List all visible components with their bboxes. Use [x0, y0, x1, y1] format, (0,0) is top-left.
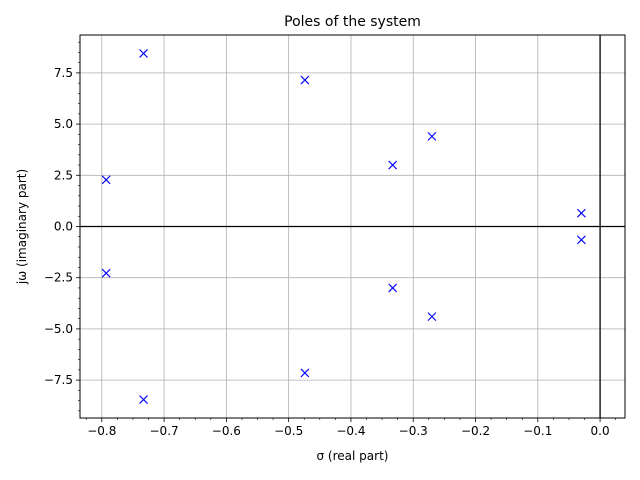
pole-marker [300, 75, 310, 85]
pole-marker-stroke [577, 235, 586, 245]
x-tick-label: −0.6 [212, 424, 241, 438]
pole-marker [139, 395, 148, 404]
y-axis-label: jω (imaginary part) [15, 169, 29, 285]
pole-marker [388, 160, 398, 170]
pole-marker [427, 131, 437, 141]
pole-marker-stroke [427, 131, 437, 141]
pole-markers [101, 49, 586, 404]
x-tick-label: −0.2 [461, 424, 490, 438]
pole-marker [139, 49, 148, 58]
y-tick-label: 0.0 [54, 220, 73, 234]
pole-marker [577, 208, 586, 218]
x-tick-label: −0.1 [523, 424, 552, 438]
pole-marker [388, 283, 398, 293]
pole-marker [577, 235, 586, 245]
pole-marker-stroke [139, 395, 148, 404]
zero-axis-lines [80, 35, 625, 418]
pole-marker [101, 175, 111, 185]
pole-marker [300, 368, 310, 378]
y-tick-label: −2.5 [44, 271, 73, 285]
axis-ticks: −0.8 −0.7 −0.6 −0.5 −0.4 −0.3 −0.2 −0.1 0.0 −7.5 −… [44, 41, 616, 438]
x-tick-label: −0.4 [336, 424, 365, 438]
pole-marker-stroke [577, 208, 586, 218]
pole-marker [427, 312, 437, 322]
pole-marker-stroke [101, 268, 111, 278]
x-tick-label: −0.5 [274, 424, 303, 438]
chart-title: Poles of the system [284, 14, 421, 30]
x-tick-label: 0.0 [591, 424, 610, 438]
x-tick-label: −0.7 [150, 424, 179, 438]
pole-marker-stroke [139, 49, 148, 58]
pole-marker-stroke [388, 160, 398, 170]
pole-marker-stroke [427, 312, 437, 322]
pole-marker-stroke [300, 75, 310, 85]
x-tick-label: −0.8 [87, 424, 116, 438]
y-tick-label: −5.0 [44, 322, 73, 336]
pole-marker-stroke [388, 283, 398, 293]
y-tick-label: 5.0 [54, 117, 73, 131]
pole-marker-stroke [101, 175, 111, 185]
x-axis-label: σ (real part) [317, 449, 389, 463]
pole-marker-stroke [300, 368, 310, 378]
y-tick-label: 7.5 [54, 66, 73, 80]
x-tick-label: −0.3 [399, 424, 428, 438]
y-tick-label: −7.5 [44, 373, 73, 387]
y-tick-label: 2.5 [54, 168, 73, 182]
pole-marker [101, 268, 111, 278]
